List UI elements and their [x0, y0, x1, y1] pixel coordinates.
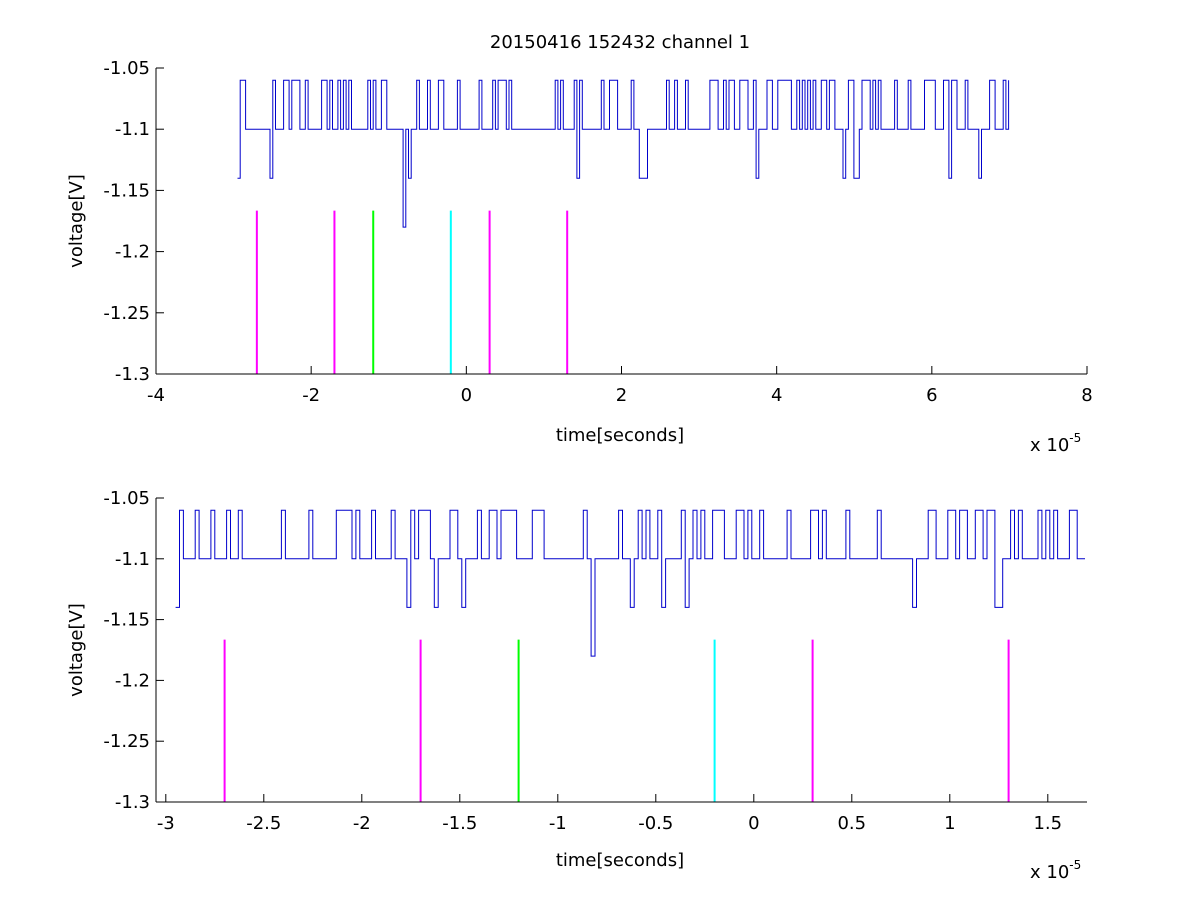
- bottom-plot-xtick-label: 1: [944, 813, 955, 834]
- bottom-plot-xtick-label: -1: [549, 813, 567, 834]
- top-plot-axes: [155, 68, 1087, 375]
- bottom-plot: -3 -2.5 -2 -1.5 -1 -0.5 0 0.5 1 1.5 -1.05 -1.1 -1.15…: [66, 488, 1087, 883]
- bottom-plot-ytick-label: -1.2: [115, 670, 150, 691]
- bottom-plot-xtick-label: -0.5: [638, 813, 673, 834]
- top-plot-x-exponent: x 10-5: [1030, 431, 1081, 456]
- top-plot-xtick-label: 4: [771, 385, 782, 406]
- bottom-plot-xtick-label: -2.5: [246, 813, 281, 834]
- top-plot-xtick-label: 8: [1081, 385, 1092, 406]
- top-plot-ytick-label: -1.25: [103, 303, 150, 324]
- bottom-plot-xtick-label: -1.5: [442, 813, 477, 834]
- bottom-plot-x-exponent: x 10-5: [1030, 858, 1081, 883]
- top-plot-signal-line: [237, 79, 1010, 228]
- top-plot-xtick-label: 6: [926, 385, 937, 406]
- bottom-plot-marks: [223, 639, 1010, 802]
- bottom-plot-ticks: -3 -2.5 -2 -1.5 -1 -0.5 0 0.5 1 1.5 -1.05 -1.1 -1.15…: [103, 488, 1062, 834]
- top-plot-ytick-label: -1.15: [103, 180, 150, 201]
- top-plot-ytick-label: -1.05: [103, 58, 150, 79]
- top-plot: -4 -2 0 2 4 6 8 -1.05 -1.1 -1.15 -1.2 -1.25 -1.3 tim…: [66, 58, 1093, 456]
- bottom-plot-ytick-label: -1.15: [103, 610, 150, 631]
- bottom-plot-ytick-label: -1.1: [115, 549, 150, 570]
- top-plot-xtick-label: 0: [461, 385, 472, 406]
- bottom-plot-xtick-label: 1.5: [1033, 813, 1062, 834]
- bottom-plot-x-exponent-base: x 10: [1030, 862, 1069, 883]
- top-plot-ytick-label: -1.1: [115, 119, 150, 140]
- bottom-plot-xtick-label: -3: [157, 813, 175, 834]
- bottom-plot-ytick-label: -1.3: [115, 792, 150, 813]
- top-plot-ytick-label: -1.3: [115, 364, 150, 385]
- bottom-plot-ytick-label: -1.05: [103, 488, 150, 509]
- bottom-plot-xtick-label: 0: [748, 813, 759, 834]
- top-plot-xtick-label: -2: [302, 385, 320, 406]
- top-plot-ylabel: voltage[V]: [66, 174, 87, 268]
- figure-title: 20150416 152432 channel 1: [490, 32, 750, 53]
- top-plot-ticks: -4 -2 0 2 4 6 8 -1.05 -1.1 -1.15 -1.2 -1.25 -1.3: [103, 58, 1092, 406]
- top-plot-ytick-label: -1.2: [115, 242, 150, 263]
- bottom-plot-x-exponent-power: -5: [1069, 858, 1081, 872]
- top-plot-signal: [237, 79, 1010, 228]
- bottom-plot-axes: [155, 498, 1087, 803]
- bottom-plot-xlabel: time[seconds]: [556, 850, 684, 871]
- bottom-plot-signal-line: [175, 509, 1085, 657]
- bottom-plot-ylabel: voltage[V]: [66, 603, 87, 697]
- top-plot-marks: [255, 210, 569, 374]
- top-plot-xlabel: time[seconds]: [556, 425, 684, 446]
- bottom-plot-xtick-label: 0.5: [837, 813, 866, 834]
- top-plot-x-exponent-base: x 10: [1030, 435, 1069, 456]
- top-plot-x-exponent-power: -5: [1069, 431, 1081, 445]
- bottom-plot-ytick-label: -1.25: [103, 731, 150, 752]
- top-plot-xtick-label: 2: [616, 385, 627, 406]
- bottom-plot-signal: [175, 509, 1085, 657]
- top-plot-xtick-label: -4: [147, 385, 165, 406]
- bottom-plot-xtick-label: -2: [353, 813, 371, 834]
